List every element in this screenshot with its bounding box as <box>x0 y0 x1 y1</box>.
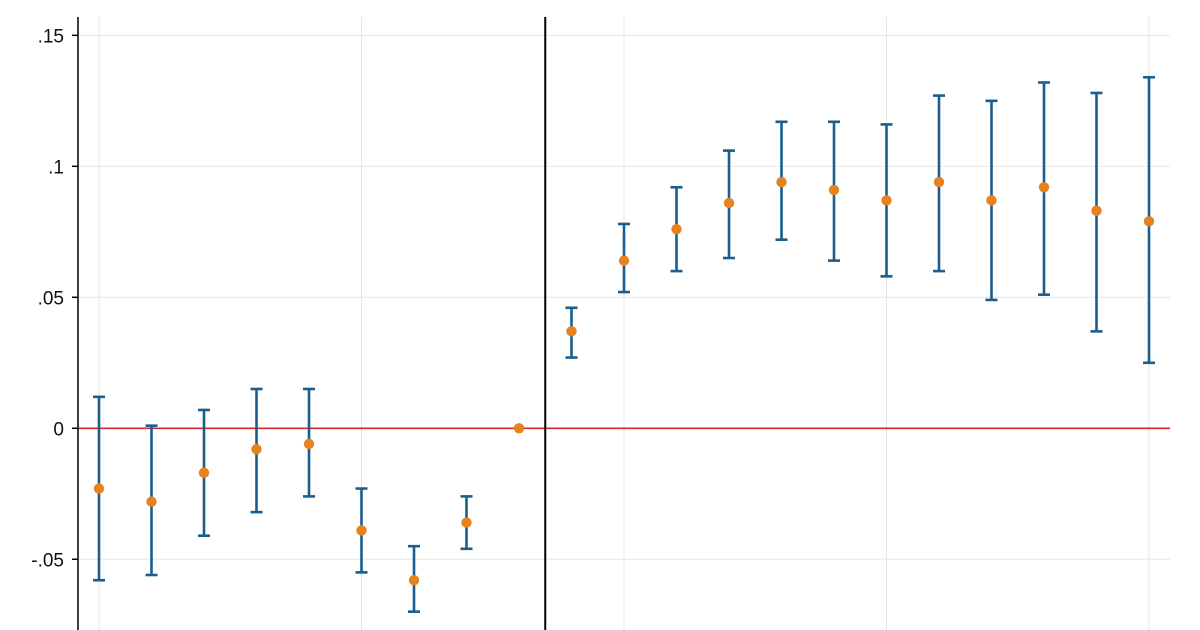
point-estimate <box>93 483 105 494</box>
point-estimate <box>198 467 210 479</box>
reference-lines <box>78 17 1170 630</box>
y-tick-label: 0 <box>53 419 64 440</box>
point-estimate <box>618 255 630 266</box>
point-estimate <box>828 184 840 196</box>
y-axis: .15 .1 .05 0 -.05 <box>31 17 79 630</box>
point-estimate <box>408 575 420 586</box>
point-estimate <box>1091 205 1102 217</box>
point-estimate <box>986 195 997 206</box>
point-estimates <box>93 176 1155 586</box>
point-estimate <box>251 444 262 455</box>
point-estimate <box>566 326 577 337</box>
point-estimate <box>1143 216 1155 227</box>
y-tick-label: .1 <box>48 157 64 178</box>
point-estimate <box>461 517 472 528</box>
point-estimate <box>723 197 735 209</box>
y-tick-label: -.05 <box>31 550 64 571</box>
point-estimate <box>671 223 682 235</box>
y-tick-label: .05 <box>38 288 64 309</box>
point-estimate <box>1038 182 1050 193</box>
y-tick-label: .15 <box>38 26 64 47</box>
point-estimate <box>513 423 525 434</box>
point-estimate <box>881 195 892 206</box>
point-estimate <box>933 176 945 188</box>
point-estimate <box>356 525 367 536</box>
gridlines <box>78 17 1170 630</box>
point-estimate <box>303 438 315 450</box>
point-estimate <box>146 496 157 507</box>
point-estimate <box>776 176 787 188</box>
